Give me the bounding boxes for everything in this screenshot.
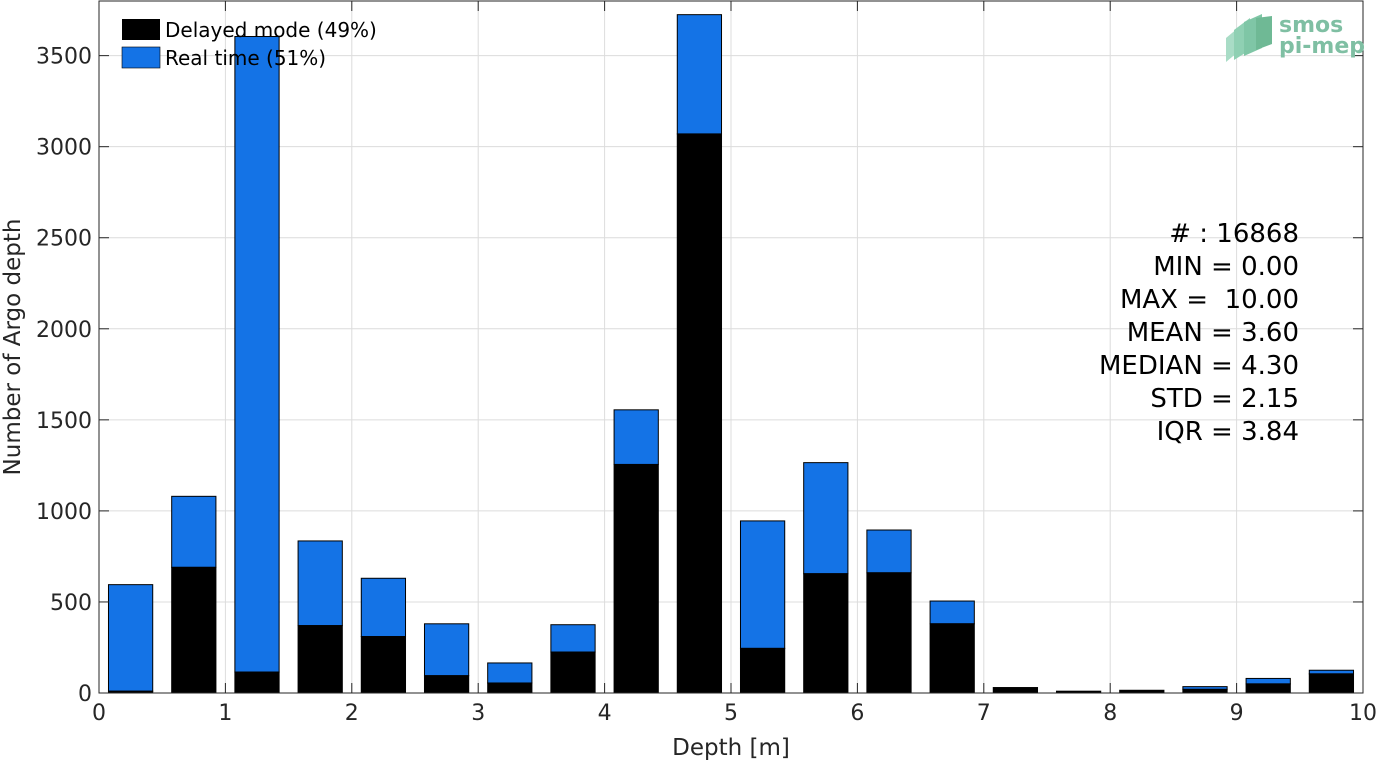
bar-delayed [360, 636, 407, 694]
stat-max: MAX = 10.00 [1120, 285, 1299, 315]
x-tick-label: 4 [598, 701, 612, 726]
bar-realtime [297, 540, 343, 627]
y-tick-label: 0 [78, 682, 92, 707]
legend: Delayed mode (49%) Real time (51%) [121, 18, 377, 70]
x-tick-label: 0 [92, 701, 106, 726]
y-axis-ticks: 0 500 1000 1500 2000 2500 3000 3500 [36, 45, 1363, 707]
bar-delayed [1245, 683, 1291, 694]
bar-realtime [1245, 677, 1291, 685]
stat-mean: MEAN = 3.60 [1127, 318, 1299, 348]
bars [107, 14, 1355, 694]
bar-realtime [360, 577, 407, 638]
bar-realtime [423, 623, 470, 677]
bar-delayed [1182, 688, 1228, 694]
bar-realtime [676, 14, 723, 135]
x-tick-label: 8 [1103, 701, 1117, 726]
logo-line1: smos [1279, 13, 1343, 38]
legend-label-realtime: Real time (51%) [165, 46, 326, 70]
logo-line2: pi-mep [1279, 34, 1365, 59]
bar-delayed [929, 623, 975, 694]
stat-count: # : 16868 [1169, 219, 1299, 249]
bar-delayed [1308, 673, 1355, 694]
bar-delayed [234, 671, 280, 694]
bar-realtime [929, 600, 975, 625]
x-tick-label: 5 [724, 701, 738, 726]
bar-delayed [423, 675, 470, 694]
bar-delayed [866, 572, 912, 694]
y-tick-label: 3500 [36, 45, 92, 70]
x-axis-ticks: 0 1 2 3 4 5 6 7 8 9 10 [92, 1, 1377, 726]
bar-delayed [297, 625, 343, 694]
x-tick-label: 6 [850, 701, 864, 726]
bar-delayed [613, 463, 659, 694]
logo-waves-icon [1226, 14, 1272, 62]
y-tick-label: 2500 [36, 227, 92, 252]
bar-realtime [171, 495, 217, 568]
y-tick-label: 2000 [36, 318, 92, 343]
x-tick-label: 3 [471, 701, 485, 726]
y-tick-label: 1000 [36, 500, 92, 525]
bar-realtime [234, 36, 280, 673]
y-axis-title: Number of Argo depth [0, 219, 26, 476]
smos-pi-mep-logo: smos pi-mep [1226, 13, 1365, 62]
bar-realtime [1308, 669, 1355, 675]
x-axis-title: Depth [m] [672, 735, 790, 761]
bar-delayed [803, 573, 849, 694]
x-tick-label: 9 [1230, 701, 1244, 726]
bar-delayed [550, 651, 596, 694]
stats-box: # : 16868 MIN = 0.00 MAX = 10.00 MEAN = … [1099, 219, 1299, 447]
x-tick-label: 7 [977, 701, 991, 726]
stat-iqr: IQR = 3.84 [1157, 417, 1299, 447]
bar-realtime [107, 584, 154, 692]
x-tick-label: 1 [218, 701, 232, 726]
bar-delayed [676, 133, 723, 694]
bar-realtime [803, 462, 849, 575]
stat-median: MEDIAN = 4.30 [1099, 351, 1299, 381]
y-tick-label: 3000 [36, 136, 92, 161]
stat-std: STD = 2.15 [1150, 384, 1299, 414]
y-tick-label: 1500 [36, 409, 92, 434]
bar-realtime [613, 409, 659, 465]
legend-label-delayed: Delayed mode (49%) [165, 18, 377, 42]
bar-delayed [992, 687, 1039, 694]
bar-delayed [487, 682, 533, 694]
y-tick-label: 500 [50, 591, 92, 616]
x-tick-label: 10 [1349, 701, 1377, 726]
bar-realtime [487, 662, 533, 684]
bar-realtime [550, 624, 596, 653]
legend-swatch-delayed [122, 19, 160, 40]
bar-realtime [739, 520, 786, 649]
legend-swatch-realtime [121, 46, 161, 69]
bar-realtime [866, 529, 912, 574]
stat-min: MIN = 0.00 [1153, 252, 1299, 282]
x-tick-label: 2 [345, 701, 359, 726]
bar-delayed [739, 647, 786, 694]
bar-delayed [171, 566, 217, 694]
